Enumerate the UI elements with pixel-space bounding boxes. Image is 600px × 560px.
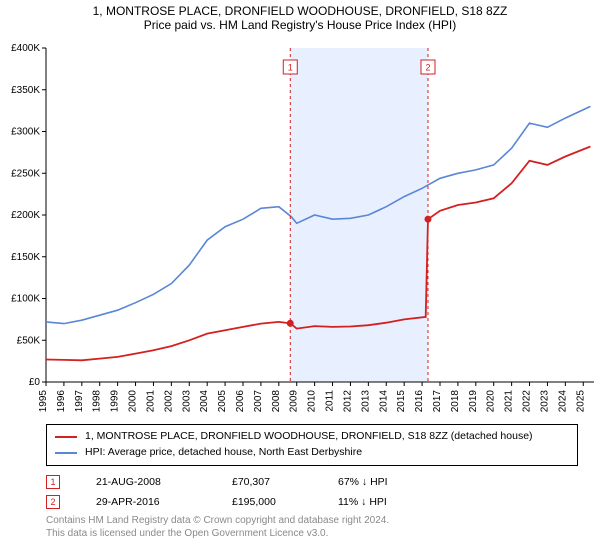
svg-text:2006: 2006 [235, 390, 246, 413]
svg-text:1995: 1995 [38, 390, 49, 413]
svg-text:2009: 2009 [289, 390, 300, 413]
legend-swatch-property [55, 436, 77, 438]
transaction-delta-1: 67% ↓ HPI [338, 476, 428, 488]
license-line-1: Contains HM Land Registry data © Crown c… [46, 514, 578, 528]
transaction-date-2: 29-APR-2016 [96, 496, 196, 508]
svg-text:2012: 2012 [342, 390, 353, 413]
svg-text:2016: 2016 [414, 390, 425, 413]
chart-svg: £0 £50K £100K £150K £200K £250K £300K £350K £400… [0, 38, 600, 418]
legend-label-property: 1, MONTROSE PLACE, DRONFIELD WOODHOUSE, … [85, 429, 533, 445]
svg-text:£100K: £100K [11, 294, 40, 305]
svg-text:2018: 2018 [450, 390, 461, 413]
svg-text:2004: 2004 [199, 390, 210, 413]
transaction-date-1: 21-AUG-2008 [96, 476, 196, 488]
svg-text:2008: 2008 [271, 390, 282, 413]
svg-text:£300K: £300K [11, 127, 40, 138]
svg-text:2005: 2005 [217, 390, 228, 413]
legend-row-property: 1, MONTROSE PLACE, DRONFIELD WOODHOUSE, … [55, 429, 569, 445]
title-subtitle: Price paid vs. HM Land Registry's House … [0, 18, 600, 38]
svg-text:2001: 2001 [145, 390, 156, 413]
transaction-marker-2: 2 [46, 495, 60, 509]
svg-text:1: 1 [288, 63, 293, 73]
transaction-row-1: 1 21-AUG-2008 £70,307 67% ↓ HPI [46, 472, 578, 492]
svg-text:2025: 2025 [575, 390, 586, 413]
svg-text:2007: 2007 [253, 390, 264, 413]
svg-text:£150K: £150K [11, 252, 40, 263]
svg-text:2023: 2023 [539, 390, 550, 413]
svg-text:2002: 2002 [163, 390, 174, 413]
svg-text:2003: 2003 [181, 390, 192, 413]
transaction-price-1: £70,307 [232, 476, 302, 488]
transaction-delta-2: 11% ↓ HPI [338, 496, 428, 508]
svg-text:£200K: £200K [11, 210, 40, 221]
transaction-table: 1 21-AUG-2008 £70,307 67% ↓ HPI 2 29-APR… [46, 472, 578, 512]
svg-text:£400K: £400K [11, 43, 40, 54]
title-address: 1, MONTROSE PLACE, DRONFIELD WOODHOUSE, … [0, 4, 600, 18]
svg-text:2011: 2011 [325, 390, 336, 412]
svg-text:£250K: £250K [11, 168, 40, 179]
svg-text:2014: 2014 [378, 390, 389, 413]
svg-text:£50K: £50K [17, 335, 41, 346]
svg-text:2021: 2021 [504, 390, 515, 413]
svg-text:2017: 2017 [432, 390, 443, 413]
svg-text:2022: 2022 [522, 390, 533, 413]
svg-text:2019: 2019 [468, 390, 479, 413]
svg-text:2: 2 [425, 63, 430, 73]
chart-area: £0 £50K £100K £150K £200K £250K £300K £350K £400… [0, 38, 600, 418]
svg-text:£0: £0 [29, 377, 41, 388]
svg-text:2013: 2013 [360, 390, 371, 413]
transaction-price-2: £195,000 [232, 496, 302, 508]
legend-row-hpi: HPI: Average price, detached house, Nort… [55, 445, 569, 461]
transaction-row-2: 2 29-APR-2016 £195,000 11% ↓ HPI [46, 492, 578, 512]
svg-text:2010: 2010 [307, 390, 318, 413]
legend-label-hpi: HPI: Average price, detached house, Nort… [85, 445, 362, 461]
svg-text:1997: 1997 [74, 390, 85, 413]
title-block: 1, MONTROSE PLACE, DRONFIELD WOODHOUSE, … [0, 0, 600, 38]
svg-text:1996: 1996 [56, 390, 67, 413]
svg-text:1999: 1999 [110, 390, 121, 413]
license-text: Contains HM Land Registry data © Crown c… [46, 514, 578, 541]
svg-text:2024: 2024 [557, 390, 568, 413]
license-line-2: This data is licensed under the Open Gov… [46, 527, 578, 541]
svg-text:2015: 2015 [396, 390, 407, 413]
svg-text:2000: 2000 [128, 390, 139, 413]
svg-text:1998: 1998 [92, 390, 103, 413]
transaction-marker-1: 1 [46, 475, 60, 489]
svg-text:2020: 2020 [486, 390, 497, 413]
chart-container: 1, MONTROSE PLACE, DRONFIELD WOODHOUSE, … [0, 0, 600, 560]
legend-swatch-hpi [55, 452, 77, 454]
legend-box: 1, MONTROSE PLACE, DRONFIELD WOODHOUSE, … [46, 424, 578, 466]
svg-text:£350K: £350K [11, 85, 40, 96]
